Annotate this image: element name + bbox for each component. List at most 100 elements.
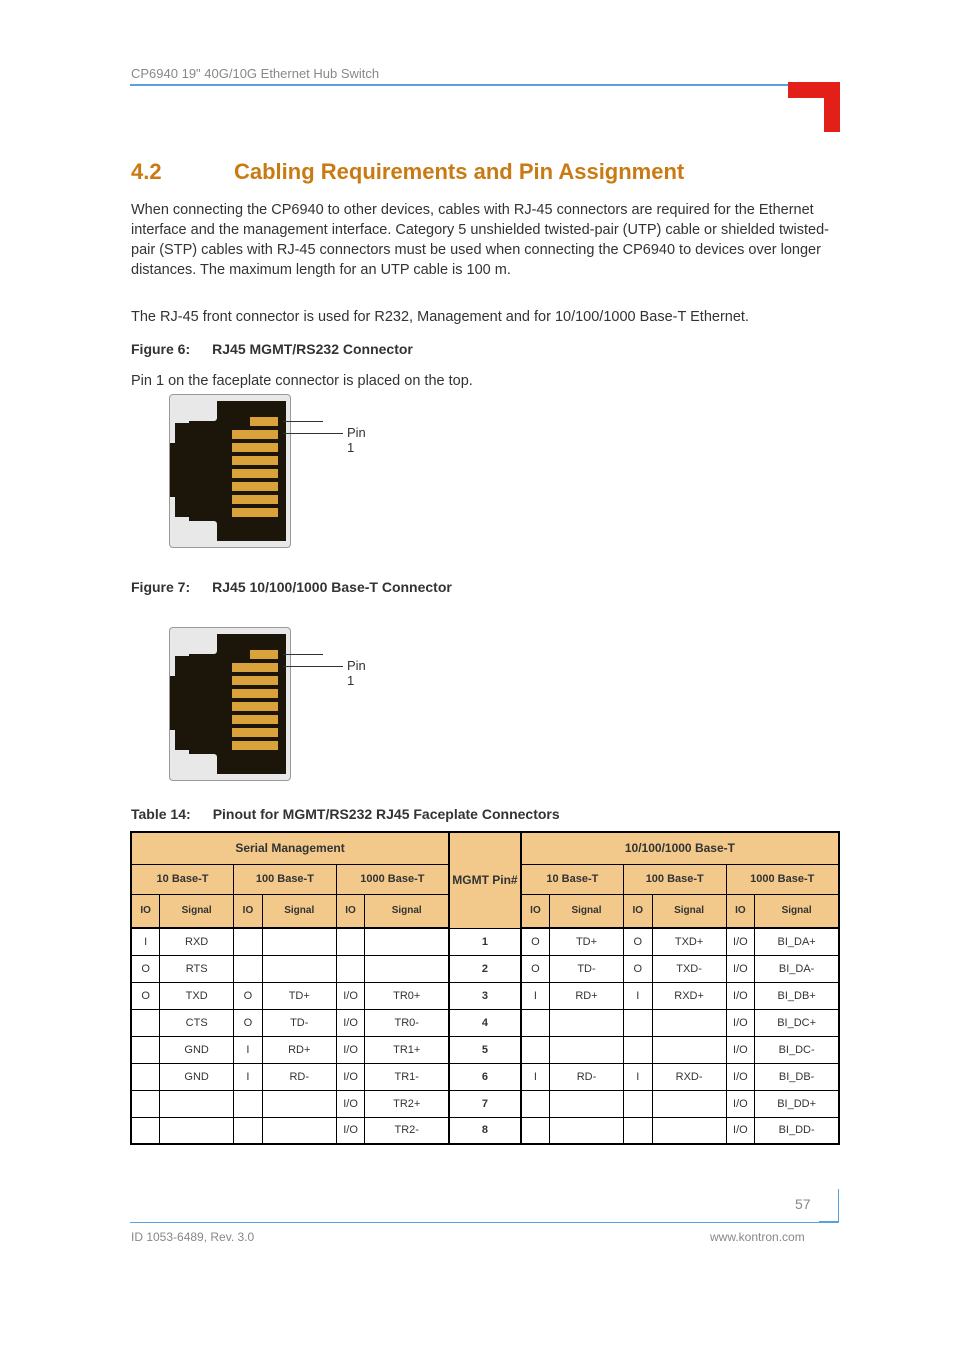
- table-caption-title: Pinout for MGMT/RS232 RJ45 Faceplate Con…: [213, 806, 560, 822]
- figure6-title: RJ45 MGMT/RS232 Connector: [212, 341, 413, 357]
- table-cell: TD-: [550, 955, 624, 982]
- table-cell: 5: [449, 1036, 521, 1063]
- table-cell: RD+: [550, 982, 624, 1009]
- table-cell: [652, 1090, 726, 1117]
- table-cell: O: [623, 955, 652, 982]
- table-cell: CTS: [160, 1009, 234, 1036]
- table-cell: [521, 1090, 550, 1117]
- table-cell: [131, 1009, 160, 1036]
- table-cell: [131, 1036, 160, 1063]
- footer-rule: [130, 1222, 839, 1223]
- th-sub: IO: [131, 894, 160, 928]
- table-cell: [131, 1117, 160, 1144]
- table-cell: RXD: [160, 928, 234, 955]
- table-cell: I: [131, 928, 160, 955]
- page-number-corner: [819, 1189, 839, 1222]
- table-cell: RD-: [550, 1063, 624, 1090]
- table-cell: [131, 1063, 160, 1090]
- table-cell: 7: [449, 1090, 521, 1117]
- table-cell: [262, 955, 336, 982]
- table-cell: [262, 1117, 336, 1144]
- table-cell: BI_DD+: [755, 1090, 839, 1117]
- table-cell: [336, 928, 365, 955]
- th-gl-2: 1000 Base-T: [336, 864, 449, 894]
- th-sub: Signal: [365, 894, 449, 928]
- th-sub: IO: [623, 894, 652, 928]
- table-cell: BI_DB+: [755, 982, 839, 1009]
- table-cell: I: [234, 1063, 263, 1090]
- th-gr-0: 10 Base-T: [521, 864, 624, 894]
- table-cell: TD+: [550, 928, 624, 955]
- table-cell: BI_DD-: [755, 1117, 839, 1144]
- table-cell: I/O: [726, 928, 755, 955]
- table-cell: O: [131, 955, 160, 982]
- pin1-label-fig7: Pin 1: [347, 658, 366, 688]
- table-cell: GND: [160, 1036, 234, 1063]
- table-cell: 4: [449, 1009, 521, 1036]
- figure6-pin1-text: Pin 1 on the faceplate connector is plac…: [131, 371, 839, 391]
- table-cell: I/O: [726, 1090, 755, 1117]
- th-sub: Signal: [652, 894, 726, 928]
- table-cell: BI_DA+: [755, 928, 839, 955]
- table-cell: [234, 928, 263, 955]
- footer-right: www.kontron.com: [710, 1230, 805, 1244]
- table-cell: GND: [160, 1063, 234, 1090]
- table-cell: [652, 1036, 726, 1063]
- table-cell: 8: [449, 1117, 521, 1144]
- figure7-caption: Figure 7: RJ45 10/100/1000 Base-T Connec…: [131, 578, 452, 598]
- th-sub: IO: [234, 894, 263, 928]
- table-cell: I: [521, 1063, 550, 1090]
- intro-paragraph: When connecting the CP6940 to other devi…: [131, 200, 839, 280]
- th-top-right: 10/100/1000 Base-T: [521, 832, 839, 864]
- table-cell: [623, 1090, 652, 1117]
- table-cell: I/O: [336, 982, 365, 1009]
- table-cell: RXD+: [652, 982, 726, 1009]
- table-cell: I/O: [726, 955, 755, 982]
- table-cell: I/O: [726, 1036, 755, 1063]
- table-cell: [550, 1117, 624, 1144]
- table-cell: O: [234, 982, 263, 1009]
- figure6-caption: Figure 6: RJ45 MGMT/RS232 Connector: [131, 340, 413, 360]
- header-rule: [130, 84, 839, 86]
- table-cell: [550, 1036, 624, 1063]
- table-caption: Table 14: Pinout for MGMT/RS232 RJ45 Fac…: [131, 805, 560, 825]
- table-cell: [336, 955, 365, 982]
- table-cell: [521, 1117, 550, 1144]
- table-cell: [234, 1090, 263, 1117]
- table-cell: [521, 1009, 550, 1036]
- section-title: Cabling Requirements and Pin Assignment: [234, 159, 684, 185]
- table-cell: 1: [449, 928, 521, 955]
- table-cell: [652, 1117, 726, 1144]
- table-cell: [623, 1117, 652, 1144]
- th-top-left: Serial Management: [131, 832, 449, 864]
- table-cell: TD-: [262, 1009, 336, 1036]
- pinout-table-head: Serial Management MGMT Pin# 10/100/1000 …: [131, 832, 839, 928]
- table-cell: TXD+: [652, 928, 726, 955]
- figure7-label: Figure 7:: [131, 579, 190, 595]
- table-cell: I/O: [336, 1009, 365, 1036]
- table-cell: [623, 1036, 652, 1063]
- th-sub: Signal: [550, 894, 624, 928]
- pin1-label-fig6: Pin 1: [347, 425, 366, 455]
- table-cell: O: [131, 982, 160, 1009]
- table-cell: I/O: [726, 1117, 755, 1144]
- table-cell: O: [521, 955, 550, 982]
- table-cell: TR2+: [365, 1090, 449, 1117]
- th-sub: IO: [521, 894, 550, 928]
- table-cell: TR1+: [365, 1036, 449, 1063]
- th-gr-2: 1000 Base-T: [726, 864, 839, 894]
- table-cell: RD-: [262, 1063, 336, 1090]
- figure7-title: RJ45 10/100/1000 Base-T Connector: [212, 579, 452, 595]
- table-cell: TD+: [262, 982, 336, 1009]
- th-sub: Signal: [262, 894, 336, 928]
- table-cell: [160, 1090, 234, 1117]
- table-cell: I: [623, 1063, 652, 1090]
- th-sub: Signal: [160, 894, 234, 928]
- table-cell: [365, 955, 449, 982]
- table-cell: [160, 1117, 234, 1144]
- table-cell: I: [623, 982, 652, 1009]
- figure6-label: Figure 6:: [131, 341, 190, 357]
- table-cell: TR1-: [365, 1063, 449, 1090]
- table-cell: [262, 928, 336, 955]
- table-cell: BI_DA-: [755, 955, 839, 982]
